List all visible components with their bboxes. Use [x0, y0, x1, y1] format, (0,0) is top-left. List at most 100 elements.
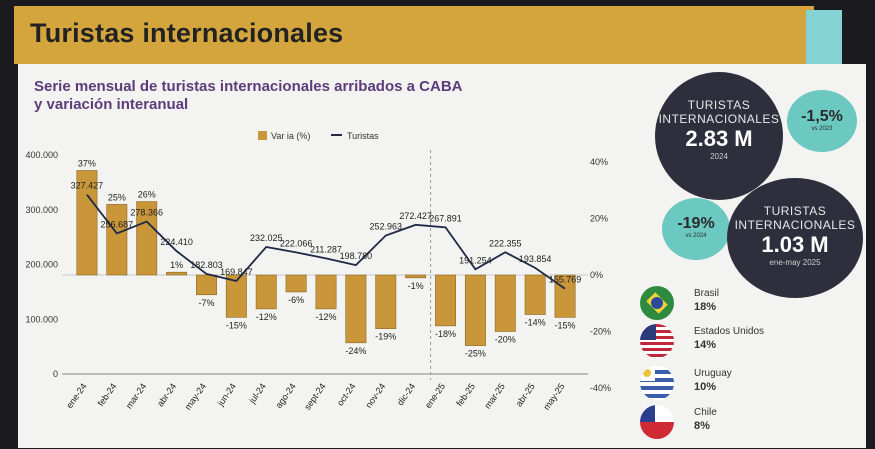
x-tick-label: may-24 — [183, 381, 208, 411]
x-tick-label: dic-24 — [395, 381, 417, 407]
bar-value-label: -20% — [495, 335, 516, 345]
line-value-label: 169.847 — [220, 267, 253, 277]
variation-2023-period: vs 2023 — [811, 126, 833, 132]
kpi-2024-circle: TURISTAS INTERNACIONALES 2.83 M 2024 — [655, 72, 783, 200]
bar — [375, 274, 397, 329]
bar — [435, 274, 456, 327]
x-tick-label: mar-25 — [482, 381, 507, 410]
bar-value-label: -24% — [345, 346, 366, 356]
page-title: Turistas internacionales — [30, 18, 344, 48]
bar-value-label: 1% — [170, 260, 183, 270]
kpi-2024-period: 2024 — [710, 152, 728, 161]
bar — [196, 274, 217, 296]
x-tick-label: feb-24 — [96, 381, 119, 408]
bar-value-label: -7% — [198, 298, 214, 308]
bar — [285, 274, 307, 293]
line-value-label: 272.427 — [399, 211, 432, 221]
bar — [405, 274, 427, 279]
chart-legend: Var ia (%) Turistas — [258, 131, 379, 141]
bar — [524, 274, 546, 315]
bar — [136, 201, 158, 276]
country-name: Uruguay — [694, 368, 732, 379]
header-accent — [806, 10, 842, 70]
bar-value-label: 25% — [108, 192, 126, 202]
bar — [345, 274, 367, 344]
variation-2024-circle: -19% vs 2024 — [662, 198, 730, 260]
country-chile: Chile 8% — [640, 405, 840, 449]
line-value-label: 222.066 — [280, 238, 313, 248]
x-tick-label: abr-24 — [155, 381, 178, 408]
header-band — [14, 6, 814, 64]
bar-value-label: 26% — [138, 190, 156, 200]
x-tick-label: jul-24 — [246, 381, 267, 406]
bar-value-label: -25% — [465, 349, 486, 359]
country-pct: 8% — [694, 420, 710, 432]
x-tick-label: may-25 — [541, 381, 566, 411]
bar-value-label: -19% — [375, 332, 396, 342]
x-tick-label: nov-24 — [363, 381, 387, 409]
legend-bar-swatch — [258, 131, 267, 140]
chile-flag-icon — [640, 405, 674, 439]
x-tick-label: abr-25 — [514, 381, 537, 408]
y-left-tick-label: 400.000 — [25, 150, 58, 160]
bar-value-label: -1% — [408, 281, 424, 291]
kpi-2025-label2: INTERNACIONALES — [734, 218, 856, 232]
country-name: Estados Unidos — [694, 326, 765, 337]
line-value-label: 182.803 — [190, 260, 223, 270]
line-value-label: 278.366 — [130, 208, 163, 218]
x-tick-label: ene-24 — [64, 381, 88, 410]
y-right-tick-label: 20% — [590, 214, 608, 224]
y-axis-left: 400.000 300.000 200.000 100.000 0 — [25, 150, 58, 379]
line-series — [86, 194, 566, 290]
y-right-tick-label: -20% — [590, 327, 611, 337]
bar-value-label: 37% — [78, 158, 96, 168]
legend-bar-label: Var ia (%) — [271, 131, 310, 141]
line-value-label: 155.769 — [549, 275, 582, 285]
y-right-tick-label: -40% — [590, 383, 611, 393]
line-value-label: 198.780 — [340, 251, 373, 261]
chart-title: Serie mensual de turistas internacionale… — [34, 78, 462, 113]
bar — [166, 271, 188, 276]
country-estados-unidos: Estados Unidos 14% — [640, 324, 840, 368]
bar — [315, 274, 337, 310]
y-left-tick-label: 200.000 — [25, 260, 58, 270]
kpi-2024-label2: INTERNACIONALES — [658, 112, 780, 126]
line-value-label: 211.287 — [310, 244, 342, 254]
line-value-label: 256.687 — [101, 219, 134, 229]
line-value-label: 222.355 — [489, 238, 522, 248]
country-name: Brasil — [694, 288, 720, 299]
variation-2023-circle: -1,5% vs 2023 — [787, 90, 857, 152]
y-right-tick-label: 40% — [590, 157, 608, 167]
legend-line-label: Turistas — [347, 131, 379, 141]
y-left-tick-label: 300.000 — [25, 205, 58, 215]
kpi-2025-label1: TURISTAS — [763, 204, 827, 218]
bar-value-label: -15% — [555, 320, 576, 330]
x-tick-label: ene-25 — [423, 381, 447, 410]
kpi-2025-circle: TURISTAS INTERNACIONALES 1.03 M ene-may … — [727, 178, 863, 298]
kpi-2024-label1: TURISTAS — [687, 98, 751, 112]
country-brasil: Brasil 18% — [640, 286, 840, 330]
line-value-label: 224.410 — [160, 237, 193, 247]
bar-series — [76, 170, 576, 346]
kpi-2025-value: 1.03 M — [761, 232, 829, 257]
bar-labels: 37% 25% 26% 1% -7% -15% -12% -6% -12% -24% -19% -1%… — [78, 158, 576, 358]
uruguay-flag-icon — [640, 366, 674, 400]
bar-value-label: -18% — [435, 329, 456, 339]
line-value-label: 327.427 — [71, 181, 104, 191]
line-path — [86, 194, 566, 290]
country-name: Chile — [694, 407, 717, 418]
x-tick-label: sept-24 — [302, 381, 327, 411]
bar-value-label: -15% — [226, 320, 247, 330]
bar-value-label: -14% — [525, 318, 546, 328]
bar — [255, 274, 277, 310]
x-tick-label: feb-25 — [454, 381, 477, 408]
kpi-2024-value: 2.83 M — [685, 126, 753, 151]
line-value-label: 191.254 — [459, 255, 492, 265]
bar — [76, 170, 98, 276]
line-value-label: 267.891 — [429, 213, 462, 223]
kpi-2025-period: ene-may 2025 — [769, 258, 821, 267]
country-pct: 18% — [694, 301, 717, 313]
bar-value-label: -12% — [315, 312, 336, 322]
country-pct: 10% — [694, 381, 717, 393]
